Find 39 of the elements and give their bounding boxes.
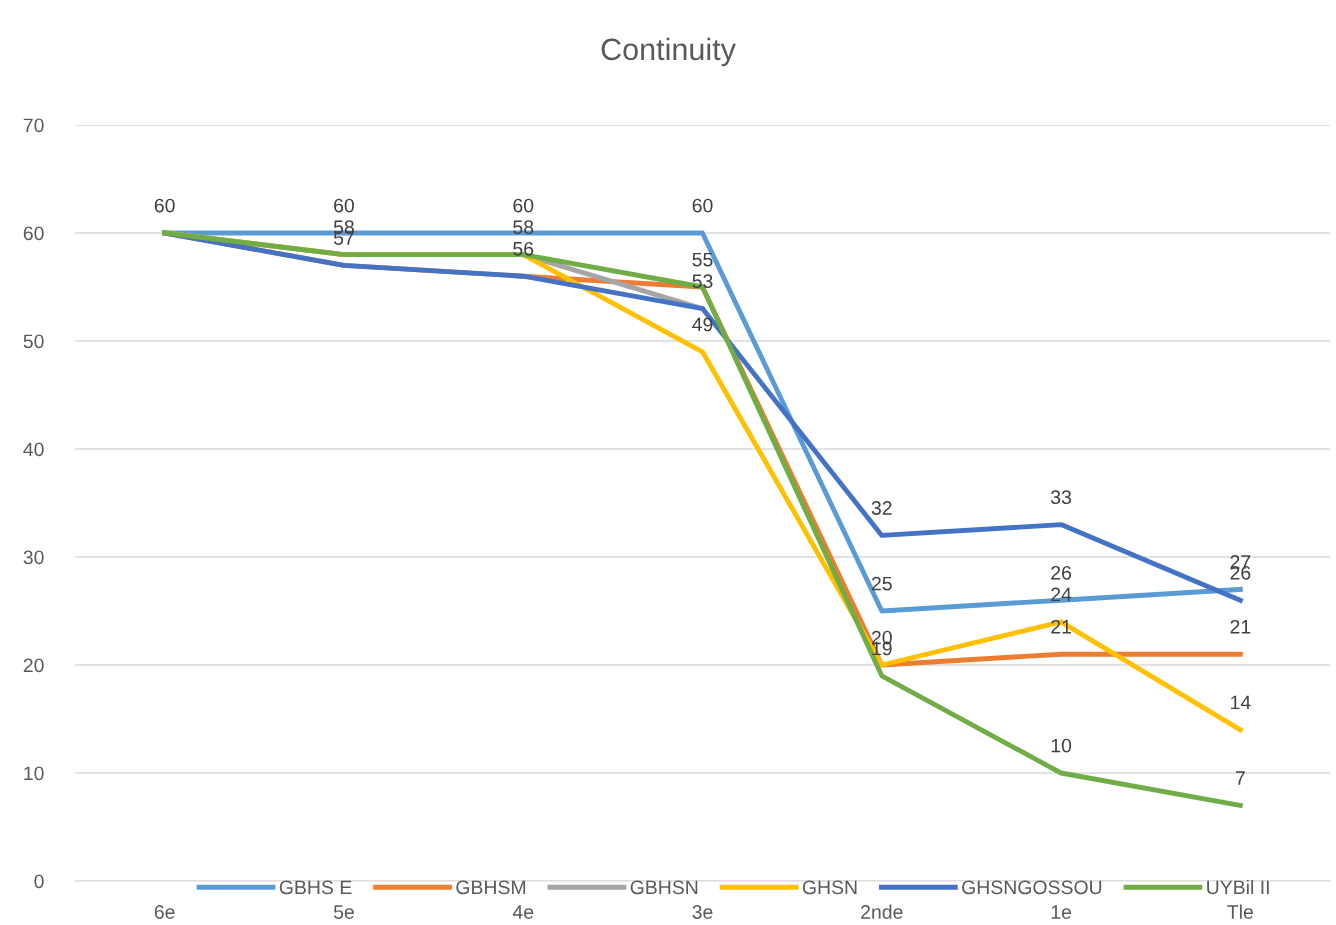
y-tick-label: 40 <box>23 442 44 457</box>
y-tick-label: 70 <box>23 118 44 133</box>
data-label: 7 <box>1235 771 1245 785</box>
data-label: 25 <box>871 576 892 591</box>
legend-label: GBHS E <box>279 880 352 895</box>
chart-title: Continuity <box>601 37 736 67</box>
data-label: 32 <box>871 501 892 515</box>
data-label: 10 <box>1051 738 1072 753</box>
data-label: 60 <box>513 198 534 213</box>
legend-label: GHSN <box>802 880 857 895</box>
y-tick-label: 20 <box>23 658 44 673</box>
x-tick-label: 6e <box>154 905 175 919</box>
y-tick-label: 0 <box>34 874 44 889</box>
data-label: 26 <box>1051 565 1072 580</box>
data-label: 60 <box>692 198 713 213</box>
data-label: 21 <box>1230 619 1251 634</box>
legend-label: UYBil II <box>1207 879 1269 895</box>
y-tick-label: 30 <box>23 550 44 565</box>
y-tick-label: 60 <box>23 226 44 241</box>
y-tick-label: 10 <box>24 766 44 781</box>
data-label: 14 <box>1231 695 1251 710</box>
data-label: 53 <box>692 274 713 289</box>
x-tick-label: 5e <box>333 905 354 919</box>
legend-label: GBHSN <box>630 880 698 895</box>
x-tick-label: 3e <box>692 905 713 919</box>
data-label: 33 <box>1051 490 1072 505</box>
legend-label: GHSNGOSSOU <box>962 880 1102 895</box>
data-label: 60 <box>334 198 354 213</box>
x-tick-label: 1e <box>1051 905 1072 919</box>
x-tick-label: 4e <box>512 905 534 919</box>
x-tick-label: Tle <box>1227 904 1253 919</box>
x-tick-label: 2nde <box>861 904 903 919</box>
data-label: 60 <box>154 198 175 213</box>
data-label: 49 <box>692 317 713 332</box>
data-label: 58 <box>513 220 534 235</box>
y-tick-label: 50 <box>23 334 44 349</box>
data-label: 24 <box>1051 587 1072 602</box>
legend-label: GBHSM <box>456 880 526 895</box>
data-label: 55 <box>692 252 713 267</box>
